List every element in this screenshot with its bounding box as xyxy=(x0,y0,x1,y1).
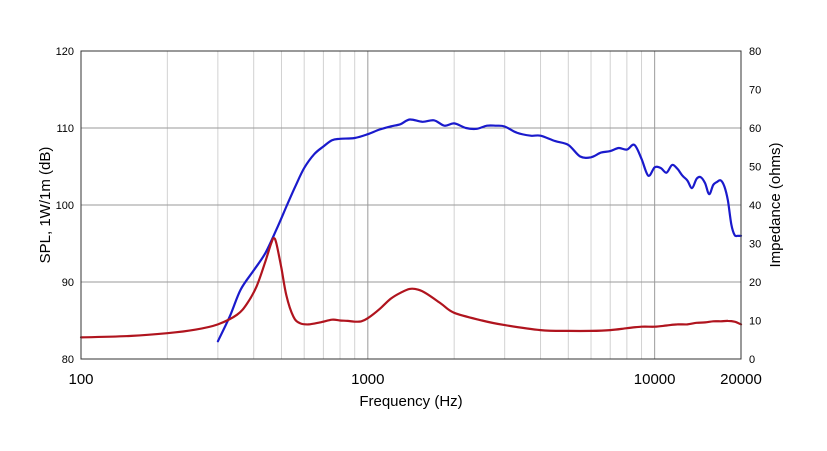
y-tick-label: 100 xyxy=(56,200,74,212)
y2-axis-title: Impedance (ohms) xyxy=(767,142,784,267)
y2-tick-label: 70 xyxy=(749,85,761,97)
x-axis-ticks: 100 1000 10000 20000 xyxy=(68,371,761,388)
y2-tick-label: 20 xyxy=(749,277,761,289)
y2-tick-label: 0 xyxy=(749,354,755,366)
y2-tick-label: 40 xyxy=(749,200,761,212)
x-axis-title: Frequency (Hz) xyxy=(359,393,462,410)
y-tick-label: 110 xyxy=(56,123,74,135)
x-tick-label: 1000 xyxy=(351,371,384,388)
y2-tick-label: 50 xyxy=(749,162,761,174)
y-tick-label: 120 xyxy=(56,46,74,58)
grid xyxy=(81,51,741,359)
y2-tick-label: 30 xyxy=(749,239,761,251)
y2-tick-label: 80 xyxy=(749,46,761,58)
impedance-curve xyxy=(79,237,743,339)
plot-frame xyxy=(80,50,742,360)
x-tick-label: 100 xyxy=(68,371,93,388)
y2-tick-label: 60 xyxy=(749,123,761,135)
y-axis-title: SPL, 1W/1m (dB) xyxy=(37,147,54,264)
spl-curve xyxy=(216,118,743,343)
y-axis-ticks: 80 90 100 110 120 xyxy=(56,46,74,366)
y-tick-label: 90 xyxy=(62,277,74,289)
x-tick-label: 20000 xyxy=(720,371,762,388)
y2-tick-label: 10 xyxy=(749,316,761,328)
y2-axis-ticks: 0 10 20 30 40 50 60 70 80 xyxy=(749,46,761,366)
x-tick-label: 10000 xyxy=(634,371,676,388)
y-tick-label: 80 xyxy=(62,354,74,366)
series-layer xyxy=(79,118,743,343)
